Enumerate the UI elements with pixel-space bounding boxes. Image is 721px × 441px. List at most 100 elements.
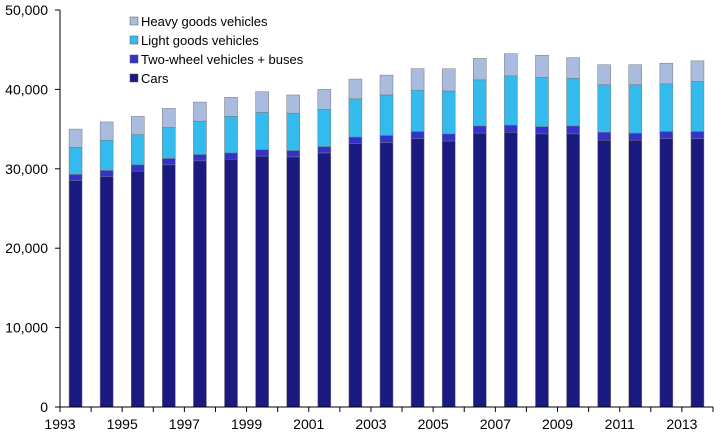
bar-segment-heavy-goods-vehicles-2008	[535, 55, 549, 78]
bar-segment-light-goods-vehicles-2006	[473, 79, 487, 127]
bar-segment-two-wheel-vehicles-buses-2000	[286, 150, 300, 158]
bar-segment-two-wheel-vehicles-buses-1997	[193, 154, 207, 162]
bar-segment-cars-2002	[348, 143, 363, 408]
bar-segment-light-goods-vehicles-2004	[410, 89, 425, 132]
bar-segment-light-goods-vehicles-1999	[255, 112, 269, 150]
x-tick-label-2009: 2009	[542, 416, 573, 432]
bar-segment-cars-2006	[473, 132, 487, 408]
x-tick-label-2013: 2013	[666, 416, 697, 432]
bar-segment-cars-2012	[659, 138, 674, 408]
bar-segment-two-wheel-vehicles-buses-2003	[379, 135, 394, 143]
bar-segment-light-goods-vehicles-1997	[193, 120, 207, 155]
bar-segment-light-goods-vehicles-2003	[379, 94, 394, 136]
bar-segment-two-wheel-vehicles-buses-2005	[441, 133, 456, 142]
bar-segment-light-goods-vehicles-1993	[68, 147, 83, 175]
bar-segment-light-goods-vehicles-2008	[535, 77, 549, 127]
bar-segment-cars-2004	[410, 138, 425, 408]
bar-segment-light-goods-vehicles-1996	[162, 127, 176, 159]
legend-label-two-wheel-vehicles-buses: Two-wheel vehicles + buses	[141, 52, 304, 67]
bar-segment-cars-1997	[193, 160, 207, 408]
legend-swatch-light-goods-vehicles	[129, 35, 139, 45]
bar-segment-heavy-goods-vehicles-2011	[628, 64, 643, 85]
bar-segment-cars-2011	[628, 139, 643, 408]
bar-segment-heavy-goods-vehicles-2012	[659, 62, 674, 85]
bar-segment-heavy-goods-vehicles-2010	[597, 64, 611, 85]
bar-segment-heavy-goods-vehicles-2006	[473, 58, 487, 81]
bar-segment-heavy-goods-vehicles-1999	[255, 91, 269, 113]
bar-segment-cars-2001	[317, 152, 332, 408]
bar-segment-two-wheel-vehicles-buses-2002	[348, 136, 363, 144]
bar-segment-cars-2005	[441, 140, 456, 408]
bar-segment-heavy-goods-vehicles-2009	[566, 57, 580, 79]
bar-segment-cars-2009	[566, 133, 580, 408]
bar-segment-two-wheel-vehicles-buses-2006	[473, 125, 487, 134]
legend-swatch-two-wheel-vehicles-buses	[129, 54, 139, 64]
bar-segment-two-wheel-vehicles-buses-1994	[99, 170, 114, 177]
bar-segment-cars-1993	[68, 180, 83, 408]
bar-segment-heavy-goods-vehicles-2007	[504, 53, 518, 77]
bar-segment-heavy-goods-vehicles-1998	[224, 97, 238, 117]
bars	[68, 53, 705, 408]
bar-segment-light-goods-vehicles-2002	[348, 98, 363, 138]
x-tick-label-1999: 1999	[231, 416, 262, 432]
bar-segment-cars-1994	[99, 176, 114, 408]
legend-swatch-cars	[129, 73, 139, 83]
bar-segment-two-wheel-vehicles-buses-2009	[566, 125, 580, 135]
bar-segment-heavy-goods-vehicles-2003	[379, 74, 394, 96]
bar-segment-light-goods-vehicles-2011	[628, 84, 643, 134]
bar-segment-light-goods-vehicles-2007	[504, 75, 518, 126]
legend-label-cars: Cars	[141, 71, 169, 86]
bar-segment-light-goods-vehicles-2000	[286, 112, 300, 151]
legend-label-heavy-goods-vehicles: Heavy goods vehicles	[141, 14, 268, 29]
bar-segment-two-wheel-vehicles-buses-2007	[504, 124, 518, 133]
bar-segment-two-wheel-vehicles-buses-2004	[410, 131, 425, 139]
x-tick-label-2007: 2007	[480, 416, 511, 432]
bar-segment-cars-2003	[379, 142, 394, 408]
bar-segment-cars-2007	[504, 132, 518, 408]
bar-segment-light-goods-vehicles-1995	[130, 134, 145, 166]
bar-segment-two-wheel-vehicles-buses-1996	[162, 158, 176, 166]
bar-segment-light-goods-vehicles-1994	[99, 139, 114, 171]
bar-segment-two-wheel-vehicles-buses-2008	[535, 126, 549, 135]
bar-segment-heavy-goods-vehicles-1997	[193, 101, 207, 122]
x-tick-label-2011: 2011	[605, 416, 635, 432]
bar-segment-two-wheel-vehicles-buses-1999	[255, 149, 269, 157]
bar-segment-heavy-goods-vehicles-2002	[348, 78, 363, 100]
bar-segment-light-goods-vehicles-2001	[317, 109, 332, 147]
bar-segment-two-wheel-vehicles-buses-2001	[317, 146, 332, 154]
bar-segment-heavy-goods-vehicles-2004	[410, 68, 425, 91]
bar-segment-heavy-goods-vehicles-2005	[441, 68, 456, 92]
bar-segment-two-wheel-vehicles-buses-2012	[659, 131, 674, 139]
bar-segment-light-goods-vehicles-1998	[224, 116, 238, 154]
bar-segment-light-goods-vehicles-2012	[659, 83, 674, 132]
axes	[59, 10, 713, 408]
bar-segment-heavy-goods-vehicles-1994	[99, 121, 114, 141]
x-axis-ticks: 1993 1995 1997 1999 2001 2003 2005 2007 2009 2011…	[44, 407, 714, 432]
x-tick-label-1995: 1995	[107, 416, 138, 432]
x-tick-label-1997: 1997	[169, 416, 200, 432]
x-tick-label-2005: 2005	[418, 416, 449, 432]
bar-segment-heavy-goods-vehicles-1993	[68, 128, 83, 148]
bar-segment-cars-2008	[535, 133, 549, 408]
y-tick-label: 50,000	[5, 2, 48, 18]
bar-segment-two-wheel-vehicles-buses-1995	[130, 164, 145, 172]
bar-segment-light-goods-vehicles-2013	[690, 81, 705, 132]
bar-segment-cars-1999	[255, 155, 269, 408]
bar-segment-cars-1998	[224, 159, 238, 408]
bar-segment-two-wheel-vehicles-buses-2010	[597, 132, 611, 141]
bar-segment-heavy-goods-vehicles-2013	[690, 60, 705, 82]
y-tick-label: 20,000	[5, 240, 48, 256]
y-tick-label: 0	[40, 399, 48, 415]
x-tick-label-2003: 2003	[355, 416, 386, 432]
bar-segment-light-goods-vehicles-2005	[441, 90, 456, 135]
bar-segment-two-wheel-vehicles-buses-1998	[224, 152, 238, 160]
bar-segment-cars-2010	[597, 139, 611, 408]
y-tick-label: 30,000	[5, 161, 48, 177]
bar-segment-light-goods-vehicles-2010	[597, 84, 611, 133]
legend: Heavy goods vehicles Light goods vehicles…	[129, 14, 304, 86]
bar-segment-two-wheel-vehicles-buses-1993	[68, 174, 83, 181]
bar-segment-heavy-goods-vehicles-2000	[286, 94, 300, 114]
bar-segment-heavy-goods-vehicles-1995	[130, 116, 145, 135]
y-tick-label: 10,000	[5, 320, 48, 336]
bar-segment-light-goods-vehicles-2009	[566, 78, 580, 127]
